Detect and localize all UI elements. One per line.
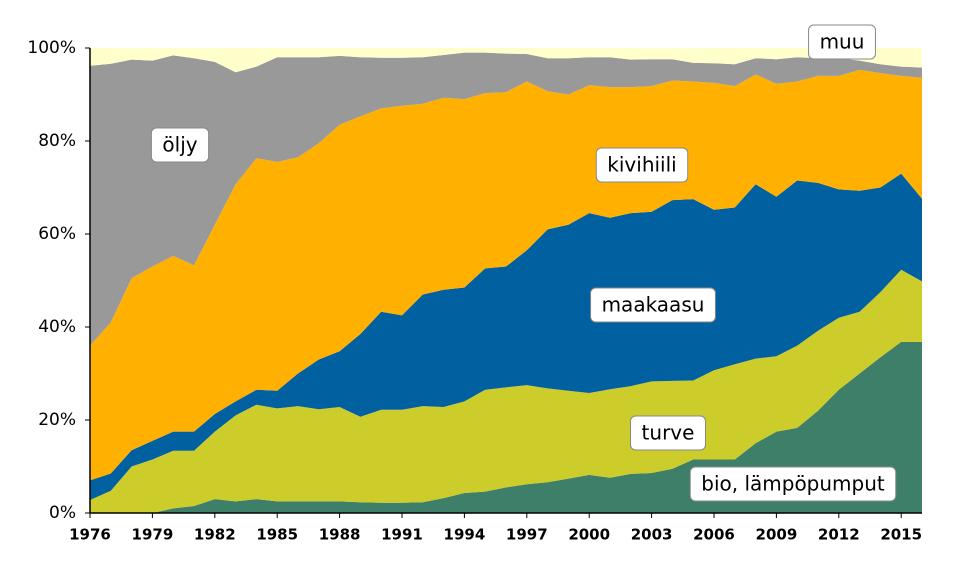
label-box	[595, 147, 689, 183]
x-tick-label: 2006	[693, 526, 735, 544]
y-tick-label: 80%	[38, 131, 76, 151]
label-text: öljy	[162, 133, 197, 157]
series-label: muu	[808, 24, 876, 60]
y-tick-label: 100%	[27, 38, 76, 58]
x-tick-label: 1991	[381, 526, 423, 544]
label-box	[689, 466, 897, 502]
x-tick-label: 1997	[506, 526, 548, 544]
label-box	[590, 287, 716, 323]
x-tick-label: 2012	[818, 526, 860, 544]
label-box	[808, 24, 876, 60]
x-tick-label: 1979	[132, 526, 174, 544]
series-label: turve	[630, 415, 706, 451]
y-tick-label: 20%	[38, 410, 76, 430]
label-text: muu	[820, 30, 865, 54]
x-tick-label: 2009	[756, 526, 798, 544]
area-2	[90, 173, 922, 500]
label-text: maakaasu	[602, 293, 705, 317]
label-text: turve	[642, 421, 695, 445]
x-tick-label: 1982	[194, 526, 236, 544]
x-tick-label: 2000	[568, 526, 610, 544]
x-tick-label: 2015	[880, 526, 922, 544]
x-tick-label: 1976	[69, 526, 111, 544]
series-label: maakaasu	[590, 287, 716, 323]
x-tick-label: 1988	[319, 526, 361, 544]
x-tick-label: 1985	[256, 526, 298, 544]
x-tick-label: 1994	[444, 526, 486, 544]
y-tick-label: 60%	[38, 224, 76, 244]
y-tick-label: 0%	[49, 503, 76, 523]
area-1	[90, 269, 922, 513]
y-tick-label: 40%	[38, 317, 76, 337]
label-box	[150, 127, 210, 163]
series-label: bio, lämpöpumput	[689, 466, 897, 502]
area-4	[90, 52, 922, 346]
area-3	[90, 69, 922, 481]
label-text: bio, lämpöpumput	[701, 472, 885, 496]
x-tick-label: 2003	[631, 526, 673, 544]
label-box	[630, 415, 706, 451]
area-5	[90, 48, 922, 73]
series-label: öljy	[150, 127, 210, 163]
label-text: kivihiili	[607, 153, 676, 177]
series-label: kivihiili	[595, 147, 689, 183]
